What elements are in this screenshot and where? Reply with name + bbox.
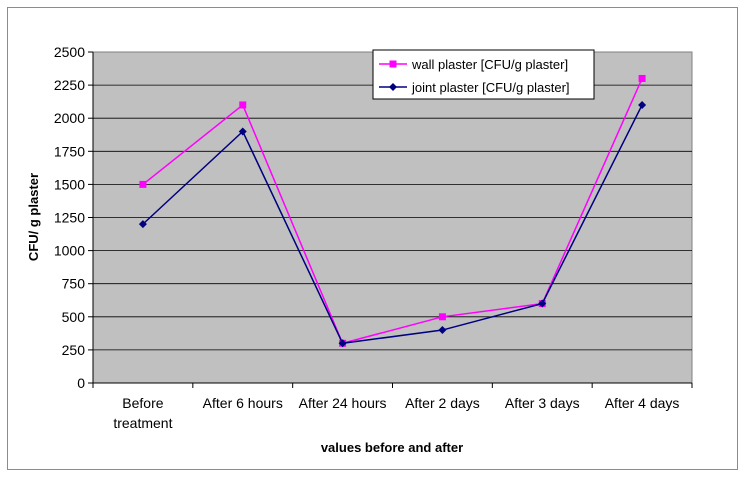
- y-tick-label: 1750: [54, 143, 85, 159]
- y-axis-ticks: 0 250 500 750 1000 1250 1500 1750 2000 2250 2500: [54, 44, 94, 391]
- x-tick-label: Before: [122, 395, 163, 411]
- legend-label-joint: joint plaster [CFU/g plaster]: [411, 80, 570, 95]
- data-point: [438, 313, 446, 321]
- y-tick-label: 1500: [54, 176, 85, 192]
- x-axis-ticks: Before treatment After 6 hours After 24 hou…: [92, 382, 693, 431]
- series-line: [142, 104, 643, 345]
- x-tick-label: treatment: [113, 415, 172, 431]
- data-point: [638, 74, 646, 82]
- legend-marker-joint: [389, 83, 397, 91]
- series-group: [138, 74, 647, 348]
- data-point: [238, 127, 247, 136]
- x-tick-label: After 3 days: [505, 395, 580, 411]
- data-point: [239, 101, 247, 109]
- data-point: [538, 299, 547, 308]
- y-axis-title: CFU/ g plaster: [26, 173, 41, 261]
- data-point: [338, 339, 347, 348]
- data-point: [438, 326, 447, 335]
- x-tick-label: After 4 days: [605, 395, 680, 411]
- y-tick-label: 250: [62, 342, 86, 358]
- x-tick-label: After 24 hours: [299, 395, 387, 411]
- y-tick-label: 2500: [54, 44, 85, 60]
- x-tick-label: After 2 days: [405, 395, 480, 411]
- legend-box: [372, 49, 595, 100]
- x-tick-label: After 6 hours: [203, 395, 283, 411]
- y-tick-label: 2000: [54, 110, 85, 126]
- series-line: [142, 78, 643, 345]
- y-tick-label: 750: [62, 276, 86, 292]
- legend-label-wall: wall plaster [CFU/g plaster]: [411, 57, 568, 72]
- y-tick-label: 2250: [54, 77, 85, 93]
- data-point: [139, 180, 147, 188]
- y-tick-label: 500: [62, 309, 86, 325]
- legend: wall plaster [CFU/g plaster] joint plast…: [372, 49, 595, 100]
- y-tick-label: 1250: [54, 210, 85, 226]
- y-tick-label: 1000: [54, 243, 85, 259]
- legend-marker-wall: [389, 60, 397, 68]
- data-point: [638, 100, 647, 109]
- y-tick-label: 0: [77, 375, 85, 391]
- x-axis-title: values before and after: [321, 440, 463, 455]
- data-point: [138, 220, 147, 229]
